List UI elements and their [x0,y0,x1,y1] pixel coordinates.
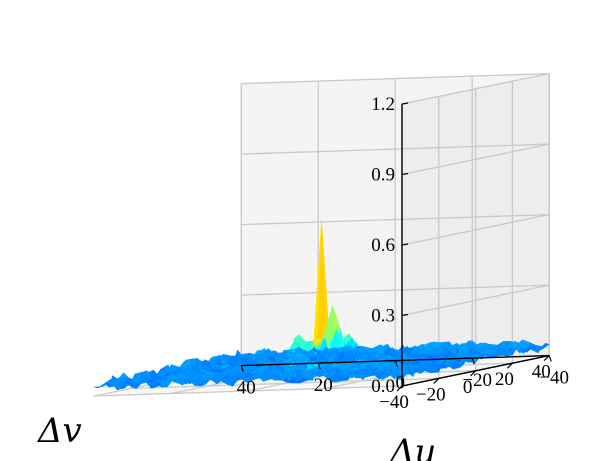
x-tick-label: −40 [539,368,569,389]
x-tick-label: 0 [395,373,405,394]
y-axis-label: Δv [36,411,82,451]
z-tick-mark [401,243,409,246]
z-tick-label: 0.9 [371,165,395,186]
surface-mesh [93,220,550,391]
x-tick-mark [548,355,552,362]
y-tick-label: 0 [463,377,473,398]
x-tick-label: 40 [237,378,256,399]
z-tick-mark [401,313,409,317]
x-tick-label: −20 [462,370,492,391]
x-tick-mark [317,362,321,370]
z-tick-mark [401,384,409,387]
z-tick-label: 0.3 [371,306,395,327]
x-axis-label: Δu [388,432,436,461]
y-tick-mark [543,355,550,362]
y-tick-mark [506,362,513,369]
z-tick-mark [401,102,409,105]
y-tick-label: 20 [495,369,514,390]
x-gridline-4 [93,83,242,397]
y-tick-label: −20 [416,384,446,405]
z-tick-label: 0.0 [371,376,395,397]
y-tick-mark [396,385,403,392]
y-tick-label: 40 [532,362,551,383]
z-tick-mark [401,172,409,176]
y-tick-label: −40 [379,392,409,413]
x-tick-mark [471,357,475,365]
x-tick-mark [240,365,244,372]
z-tick-label: 1.2 [371,94,395,115]
y-tick-mark [470,370,477,377]
y-tick-mark [433,377,440,384]
x-tick-mark [394,360,398,367]
surface-facet [537,342,550,351]
x-tick-label: 20 [314,375,333,396]
z-tick-label: 0.6 [371,235,395,256]
